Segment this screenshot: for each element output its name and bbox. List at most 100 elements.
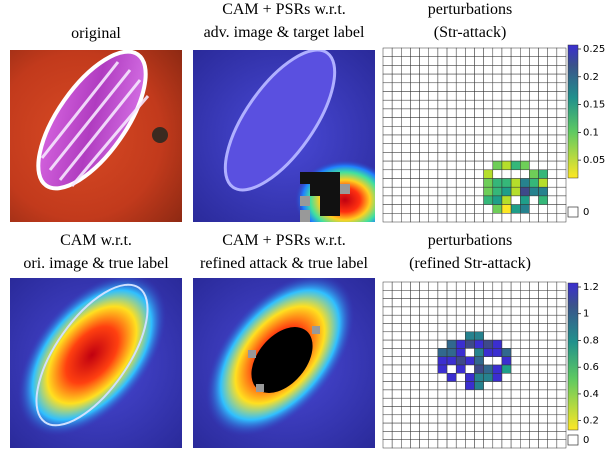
grid-cell — [420, 340, 429, 348]
grid-cell — [401, 48, 410, 57]
grid-cell — [420, 407, 429, 415]
grid-cell — [401, 135, 410, 144]
grid-cell — [410, 407, 419, 415]
grid-cell — [401, 357, 410, 365]
grid-cell — [465, 135, 474, 144]
grid-cell — [557, 144, 566, 153]
grid-cell — [475, 179, 484, 188]
grid-cell — [392, 135, 401, 144]
grid-cell — [548, 332, 557, 340]
grid-cell — [401, 290, 410, 298]
grid-cell — [392, 431, 401, 439]
grid-cell — [383, 382, 392, 390]
grid-cell — [447, 74, 456, 83]
grid-cell — [502, 373, 511, 381]
grid-cell — [438, 170, 447, 179]
grid-cell — [548, 126, 557, 135]
grid-cell — [456, 315, 465, 323]
grid-cell — [520, 348, 529, 356]
grid-cell — [529, 205, 538, 214]
grid-cell — [539, 48, 548, 57]
grid-cell — [484, 407, 493, 415]
colorbar-label: 0.05 — [583, 155, 605, 166]
grid-cell — [557, 118, 566, 127]
grid-cell — [456, 407, 465, 415]
grid-cell — [557, 365, 566, 373]
grid-cell — [484, 348, 493, 356]
grid-cell — [438, 196, 447, 205]
grid-cell — [383, 315, 392, 323]
grid-cell — [456, 92, 465, 101]
grid-cell — [401, 118, 410, 127]
grid-cell — [520, 92, 529, 101]
grid-cell — [465, 161, 474, 170]
grid-cell — [429, 161, 438, 170]
grid-cell — [475, 118, 484, 127]
grid-cell — [410, 415, 419, 423]
grid-cell — [429, 100, 438, 109]
grid-cell — [539, 83, 548, 92]
grid-cell — [493, 415, 502, 423]
grid-cell — [465, 118, 474, 127]
grid-cell — [410, 340, 419, 348]
grid-cell — [502, 382, 511, 390]
grid-cell — [438, 282, 447, 290]
grid-cell — [438, 161, 447, 170]
grid-cell — [475, 348, 484, 356]
grid-cell — [502, 65, 511, 74]
grid-cell — [539, 187, 548, 196]
grid-cell — [447, 161, 456, 170]
grid-cell — [465, 373, 474, 381]
grid-cell — [511, 423, 520, 431]
grid-cell — [539, 161, 548, 170]
grid-cell — [475, 48, 484, 57]
grid-cell — [520, 74, 529, 83]
grid-cell — [401, 332, 410, 340]
grid-cell — [539, 213, 548, 222]
grid-cell — [438, 213, 447, 222]
grid-cell — [438, 65, 447, 74]
grid-cell — [502, 332, 511, 340]
grid-cell — [465, 65, 474, 74]
grid-cell — [456, 373, 465, 381]
zero-label: 0 — [583, 207, 589, 218]
grid-cell — [484, 307, 493, 315]
grid-cell — [484, 205, 493, 214]
grid-cell — [484, 373, 493, 381]
grid-cell — [420, 196, 429, 205]
grid-cell — [557, 299, 566, 307]
grid-cell — [520, 415, 529, 423]
grid-cell — [420, 415, 429, 423]
grid-cell — [548, 135, 557, 144]
grid-cell — [420, 440, 429, 448]
grid-cell — [557, 57, 566, 66]
grid-cell — [484, 357, 493, 365]
grid-cell — [520, 332, 529, 340]
grid-cell — [502, 74, 511, 83]
grid-cell — [502, 415, 511, 423]
grid-cell — [520, 407, 529, 415]
grid-cell — [511, 170, 520, 179]
grid-cell — [438, 205, 447, 214]
grid-cell — [548, 205, 557, 214]
grid-cell — [392, 340, 401, 348]
colorbar-label: 0.1 — [583, 127, 599, 138]
grid-cell — [447, 407, 456, 415]
grid-cell — [529, 83, 538, 92]
grid-cell — [465, 213, 474, 222]
grid-cell — [511, 135, 520, 144]
grid-cell — [420, 48, 429, 57]
grid-cell — [410, 373, 419, 381]
grid-cell — [383, 299, 392, 307]
grid-cell — [502, 57, 511, 66]
grid-cell — [529, 187, 538, 196]
grid-cell — [438, 100, 447, 109]
grid-cell — [456, 213, 465, 222]
grid-cell — [502, 423, 511, 431]
grid-cell — [410, 365, 419, 373]
grid-cell — [438, 390, 447, 398]
grid-cell — [484, 100, 493, 109]
grid-cell — [511, 324, 520, 332]
grid-cell — [557, 187, 566, 196]
grid-cell — [465, 57, 474, 66]
